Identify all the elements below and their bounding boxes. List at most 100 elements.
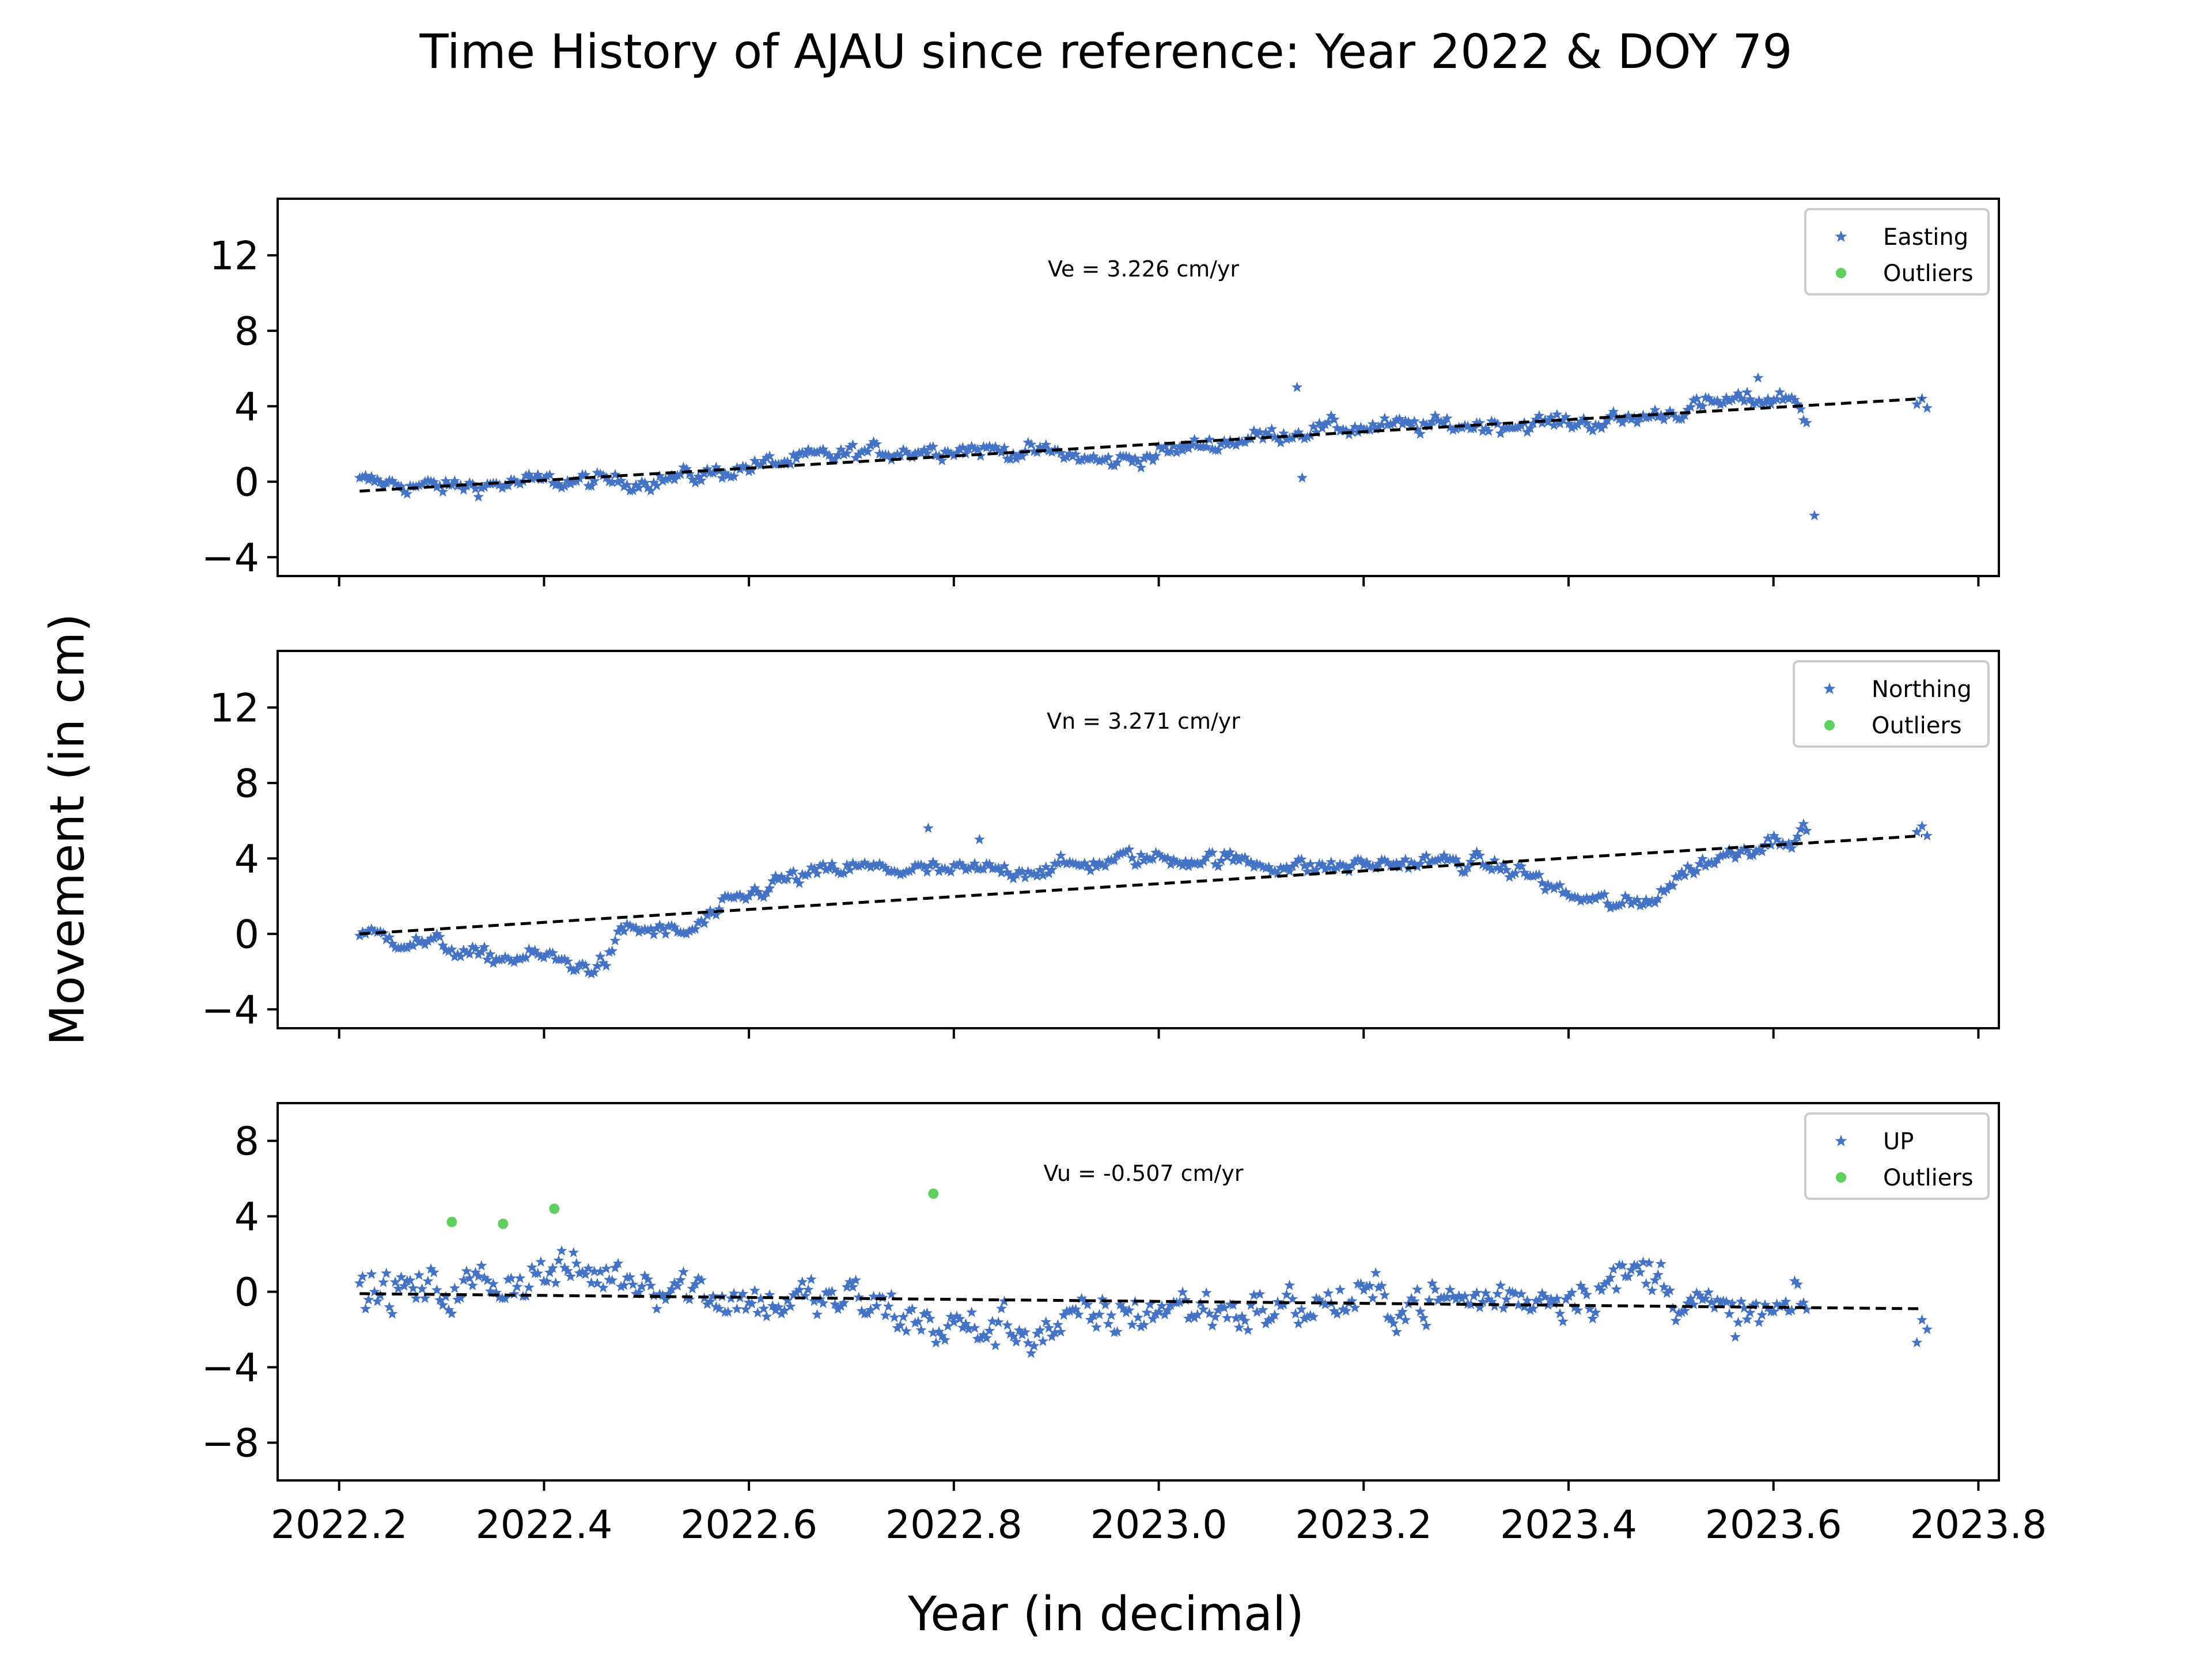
data-point	[1756, 846, 1768, 857]
data-point	[630, 922, 642, 933]
velocity-label: Ve = 3.226 cm/yr	[1048, 256, 1239, 282]
data-point	[808, 863, 820, 874]
data-point	[719, 467, 731, 478]
data-point	[1726, 1297, 1738, 1308]
data-point	[1581, 417, 1592, 428]
data-point	[681, 928, 692, 939]
data-point	[882, 449, 894, 460]
data-point	[1628, 896, 1640, 907]
data-point	[633, 482, 645, 493]
data-point	[1733, 387, 1744, 398]
data-point	[1554, 879, 1566, 890]
data-point	[717, 893, 728, 904]
data-point	[1022, 866, 1034, 877]
y-tick-label: 0	[234, 1270, 259, 1316]
data-point	[1626, 414, 1637, 425]
data-point	[1658, 886, 1670, 897]
y-tick-label: 0	[234, 912, 259, 957]
data-point	[889, 1312, 900, 1323]
data-point	[672, 1280, 683, 1291]
data-point	[1010, 1336, 1022, 1347]
data-point	[740, 893, 752, 904]
data-point	[933, 450, 945, 461]
data-point	[942, 446, 954, 457]
data-point	[363, 474, 374, 485]
data-point	[609, 469, 621, 480]
data-point	[969, 1322, 980, 1333]
data-point	[1397, 1306, 1408, 1317]
y-axis-label: Movement (in cm)	[40, 613, 95, 1046]
data-point	[446, 944, 457, 955]
data-point	[1711, 1294, 1723, 1305]
data-point	[802, 444, 814, 454]
data-point	[1572, 419, 1584, 430]
data-point	[491, 1287, 502, 1298]
data-point	[425, 1263, 437, 1274]
data-point	[1738, 395, 1750, 406]
data-point	[1367, 1292, 1378, 1303]
data-point	[467, 941, 478, 952]
data-point	[547, 477, 559, 488]
data-point	[993, 862, 1004, 873]
data-point	[1528, 1302, 1539, 1313]
data-point	[918, 444, 930, 455]
data-point	[396, 1271, 407, 1282]
data-point	[538, 952, 550, 963]
data-point	[1373, 421, 1384, 432]
data-point	[1438, 850, 1450, 861]
x-tick-label: 2022.2	[271, 1502, 408, 1548]
data-point	[692, 471, 704, 482]
data-point	[1444, 422, 1456, 433]
data-point	[1162, 852, 1173, 863]
data-point	[1138, 1319, 1150, 1330]
data-point	[692, 916, 704, 927]
data-point	[713, 903, 725, 914]
data-point	[707, 467, 719, 478]
data-point	[384, 931, 395, 942]
data-point	[497, 482, 508, 493]
data-point	[966, 441, 978, 452]
data-point	[1715, 850, 1726, 861]
data-point	[1528, 870, 1539, 881]
data-point	[592, 1278, 603, 1289]
data-point	[1418, 417, 1429, 428]
data-point	[892, 448, 903, 459]
data-point	[1168, 440, 1179, 451]
data-point	[1305, 858, 1316, 869]
data-point	[1254, 1288, 1266, 1299]
data-point	[1679, 870, 1691, 881]
data-point	[594, 468, 606, 479]
data-point	[862, 446, 873, 457]
data-point	[1189, 433, 1200, 444]
data-point	[1703, 857, 1714, 868]
data-point	[1783, 838, 1794, 849]
data-point	[1724, 1308, 1735, 1319]
data-point	[722, 1306, 734, 1317]
data-point	[469, 1267, 481, 1278]
data-point	[1423, 857, 1435, 868]
data-point	[1429, 1283, 1441, 1294]
data-point	[422, 935, 434, 946]
data-point	[1599, 1278, 1610, 1289]
data-point	[1245, 856, 1257, 867]
data-point	[1278, 1299, 1289, 1310]
data-point	[568, 1247, 579, 1257]
data-point	[1132, 858, 1144, 869]
data-point	[702, 1298, 713, 1309]
legend-frame	[1804, 1112, 1990, 1200]
data-point	[987, 1316, 998, 1327]
data-point	[622, 918, 632, 929]
legend: UP Outliers	[1804, 1112, 1990, 1200]
data-point	[1290, 429, 1301, 440]
data-point	[1358, 859, 1370, 870]
data-point	[927, 441, 939, 452]
data-point	[770, 1304, 781, 1315]
data-point	[758, 455, 770, 466]
data-point	[1418, 852, 1429, 863]
data-point	[1911, 1336, 1923, 1347]
data-point	[963, 1323, 975, 1334]
data-point	[523, 468, 535, 479]
data-point	[1218, 1302, 1230, 1313]
data-point	[1340, 1305, 1352, 1316]
data-point	[1726, 393, 1738, 404]
